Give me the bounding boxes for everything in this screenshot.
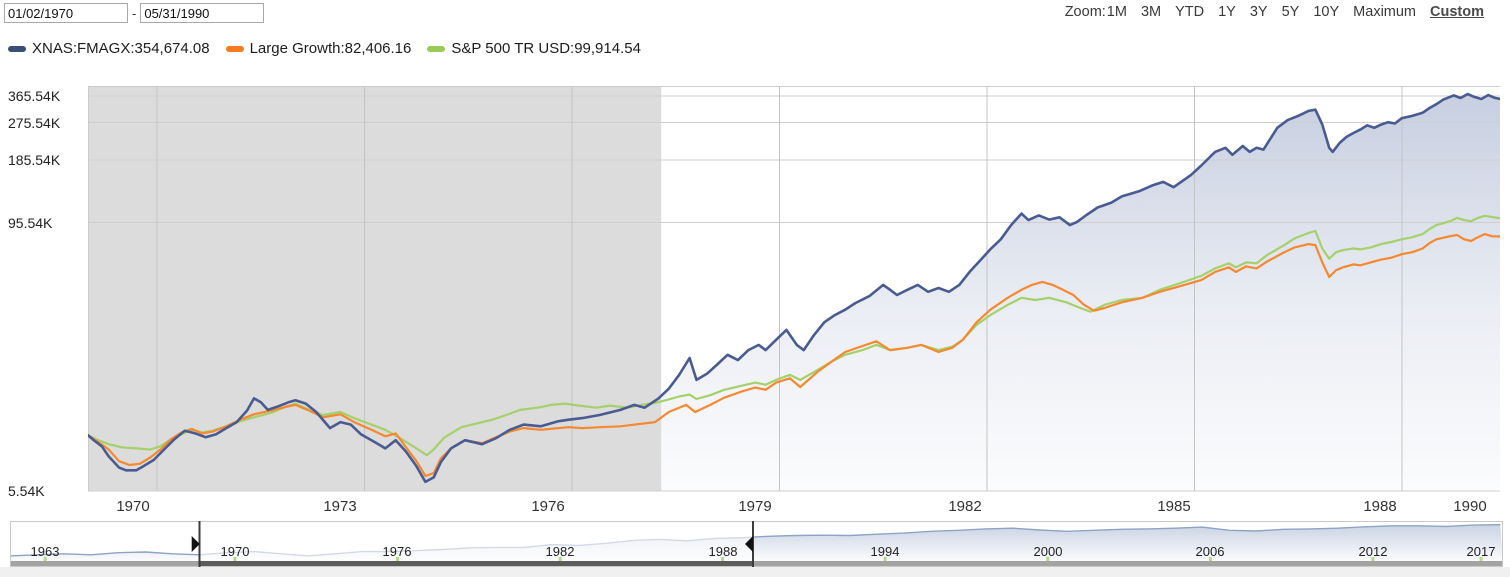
y-axis-label: 95.54K — [8, 214, 53, 231]
fmagx-area-fill — [88, 94, 1500, 491]
date-separator: - — [132, 5, 137, 21]
bottom-strip — [0, 567, 1510, 577]
legend-item-fmagx[interactable]: XNAS:FMAGX:354,674.08 — [8, 40, 210, 57]
x-axis-label: 1985 — [1157, 498, 1191, 515]
right-range-handle-arrow-icon[interactable] — [745, 536, 753, 552]
navigator-year-tick — [883, 557, 887, 561]
navigator-year-label: 1994 — [871, 544, 900, 559]
zoom-option-10y[interactable]: 10Y — [1313, 4, 1340, 20]
y-axis-label: 185.54K — [8, 151, 61, 168]
fmagx-legend-label: XNAS:FMAGX:354,674.08 — [32, 40, 210, 57]
navigator-year-tick — [396, 557, 399, 561]
zoom-option-3y[interactable]: 3Y — [1249, 4, 1268, 20]
navigator-year-tick — [1479, 557, 1483, 561]
legend-item-large-growth[interactable]: Large Growth:82,406.16 — [225, 40, 412, 57]
x-axis: 1970 1973 1976 1979 1982 1985 1988 1990 — [88, 498, 1500, 520]
navigator-year-label: 1976 — [383, 544, 412, 559]
large-growth-line — [88, 233, 1500, 477]
left-range-handle-arrow-icon[interactable] — [191, 536, 200, 552]
range-navigator[interactable]: 1963 1970 1976 1982 1988 1994 2000 2006 2012 2017 — [10, 521, 1503, 567]
x-axis-label: 1970 — [116, 498, 150, 515]
y-axis-label: 5.54K — [8, 483, 45, 499]
zoom-option-custom[interactable]: Custom — [1430, 4, 1484, 20]
navigator-year-tick — [43, 557, 47, 561]
navigator-thumb[interactable] — [199, 561, 753, 567]
large-growth-legend-label: Large Growth:82,406.16 — [249, 40, 412, 57]
pre-inception-shaded-region — [88, 86, 662, 491]
sp500-series-swatch — [427, 45, 446, 52]
zoom-control: Zoom:1M 3M YTD 1Y 3Y 5Y 10Y Maximum Custom — [1065, 4, 1484, 20]
date-range-picker: - — [4, 3, 265, 23]
zoom-option-maximum[interactable]: Maximum — [1353, 4, 1417, 20]
navigator-year-tick — [721, 557, 725, 561]
price-chart-plot[interactable] — [88, 86, 1500, 492]
zoom-option-3m[interactable]: 3M — [1140, 4, 1162, 20]
legend-item-sp500[interactable]: S&P 500 TR USD:99,914.54 — [427, 40, 641, 57]
xnas-fmagx-line — [88, 92, 1500, 484]
zoom-option-1y[interactable]: 1Y — [1218, 4, 1236, 20]
x-axis-label: 1979 — [738, 498, 772, 515]
x-axis-label: 1990 — [1453, 498, 1487, 515]
large-growth-series-swatch — [225, 45, 244, 52]
x-axis-label: 1973 — [323, 498, 357, 515]
zoom-label: Zoom: — [1064, 4, 1106, 20]
navigator-track[interactable] — [10, 561, 1503, 567]
navigator-year-label: 2012 — [1359, 544, 1388, 559]
zoom-option-ytd[interactable]: YTD — [1175, 4, 1205, 20]
legend: XNAS:FMAGX:354,674.08 Large Growth:82,40… — [8, 40, 657, 57]
start-date-input[interactable] — [4, 3, 128, 23]
navigator-selection-window[interactable] — [199, 521, 753, 561]
navigator-year-label: 1988 — [709, 544, 738, 559]
navigator-year-label: 2000 — [1034, 544, 1063, 559]
fmagx-series-swatch — [8, 45, 26, 52]
navigator-year-tick — [233, 557, 237, 561]
x-axis-label: 1976 — [531, 498, 565, 515]
x-axis-label: 1982 — [948, 498, 982, 515]
navigator-year-label: 2006 — [1196, 544, 1225, 559]
navigator-border — [10, 521, 1503, 567]
navigator-year-label: 2017 — [1467, 544, 1496, 559]
sp500-legend-label: S&P 500 TR USD:99,914.54 — [451, 40, 641, 57]
navigator-year-tick — [1046, 557, 1050, 561]
y-axis-label: 365.54K — [8, 88, 61, 104]
navigator-year-tick — [1208, 557, 1212, 561]
navigator-year-label: 1982 — [546, 544, 575, 559]
zoom-option-1m[interactable]: 1M — [1106, 4, 1127, 20]
y-axis-label: 275.54K — [8, 114, 61, 131]
end-date-input[interactable] — [140, 3, 265, 23]
zoom-option-5y[interactable]: 5Y — [1281, 4, 1300, 20]
navigator-year-label: 1970 — [221, 544, 250, 559]
navigator-year-tick — [558, 557, 562, 561]
navigator-year-label: 1963 — [31, 544, 60, 559]
x-axis-label: 1988 — [1363, 498, 1397, 515]
navigator-year-tick — [1371, 557, 1375, 561]
